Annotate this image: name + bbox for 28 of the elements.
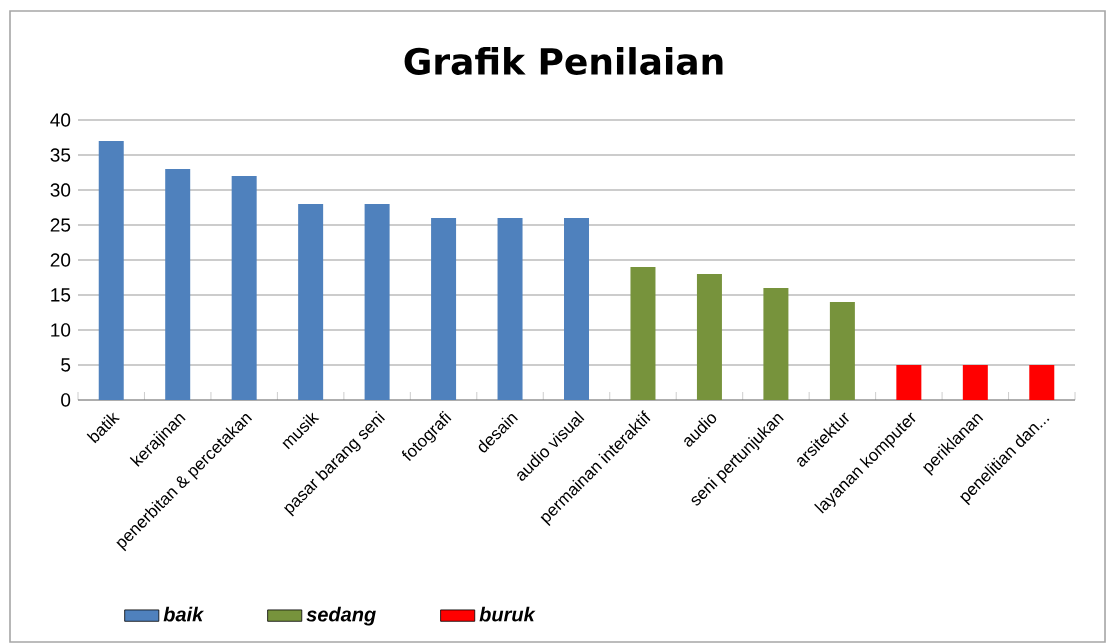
bar xyxy=(763,288,789,400)
y-tick-label: 35 xyxy=(50,148,71,162)
y-tick-label: 15 xyxy=(51,288,71,302)
y-tick-label: 40 xyxy=(50,113,71,127)
legend-label: baik xyxy=(163,606,205,622)
y-tick-label: 30 xyxy=(50,183,71,197)
legend-label: sedang xyxy=(306,606,376,626)
bar xyxy=(231,176,257,400)
bar xyxy=(497,218,523,400)
bar xyxy=(896,365,922,400)
bar xyxy=(962,365,988,400)
y-tick-label: 10 xyxy=(51,323,71,337)
legend-label: buruk xyxy=(479,606,536,622)
bar xyxy=(364,204,390,400)
bar xyxy=(98,141,124,400)
chart-title: Grafik Penilaian xyxy=(404,47,723,75)
bar xyxy=(829,302,855,400)
y-tick-label: 0 xyxy=(61,393,71,407)
bar xyxy=(696,274,722,400)
y-tick-label: 20 xyxy=(50,253,71,267)
bar xyxy=(165,169,191,400)
bar xyxy=(1029,365,1055,400)
bar xyxy=(630,267,656,400)
bar xyxy=(298,204,324,400)
y-tick-label: 25 xyxy=(50,218,71,232)
bar xyxy=(431,218,457,400)
bar xyxy=(564,218,590,400)
y-tick-label: 5 xyxy=(61,358,71,372)
